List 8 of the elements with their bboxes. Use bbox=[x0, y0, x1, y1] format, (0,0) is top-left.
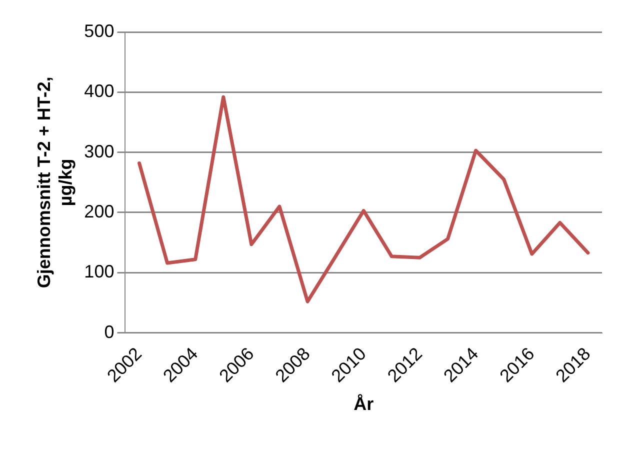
y-tick-label: 500 bbox=[84, 20, 114, 41]
y-tick-label: 0 bbox=[104, 322, 114, 342]
y-tick-label: 300 bbox=[84, 141, 114, 162]
y-tick-label: 400 bbox=[84, 81, 114, 102]
y-axis-title: Gjennomsnitt T-2 + HT-2, µg/kg bbox=[34, 76, 76, 288]
x-axis-title: År bbox=[354, 394, 374, 414]
y-tick-label: 200 bbox=[84, 201, 114, 222]
y-tick-label: 100 bbox=[84, 262, 114, 282]
